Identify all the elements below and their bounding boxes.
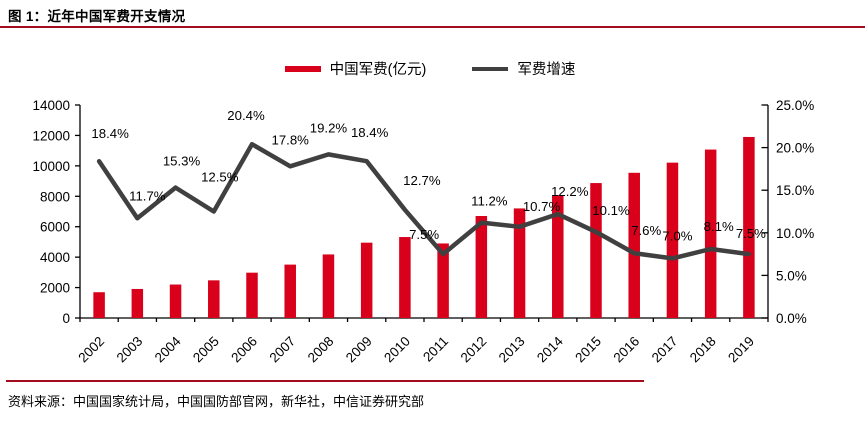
bar-2015: [590, 183, 602, 318]
svg-text:5.0%: 5.0%: [776, 268, 807, 283]
x-label-2010: 2010: [381, 334, 413, 366]
x-label-2018: 2018: [687, 334, 719, 366]
svg-text:4000: 4000: [40, 250, 70, 265]
point-label-2018: 8.1%: [704, 219, 734, 234]
point-label-2015: 10.1%: [592, 203, 630, 218]
x-label-2019: 2019: [725, 334, 757, 366]
x-axis: 2002 2003 2004 2005 2006 2007 2008 2009 2010 2011…: [75, 318, 769, 366]
point-label-2005: 12.5%: [201, 170, 239, 185]
point-label-2010: 12.7%: [403, 173, 441, 188]
chart-legend: 中国军费(亿元) 军费增速: [0, 58, 860, 79]
x-label-2011: 2011: [420, 334, 451, 365]
bar-2002: [93, 292, 105, 318]
growth-line: [96, 141, 752, 261]
point-label-2011: 7.5%: [409, 227, 439, 242]
axes: [79, 105, 769, 319]
bar-2009: [360, 242, 373, 318]
bar-2012: [475, 216, 488, 318]
svg-text:15.0%: 15.0%: [776, 183, 814, 198]
figure-title: 图 1：近年中国军费开支情况: [8, 9, 186, 24]
svg-text:8000: 8000: [40, 189, 70, 204]
point-label-2006: 20.4%: [227, 108, 265, 123]
bar-2017: [666, 162, 679, 318]
x-label-2009: 2009: [343, 334, 375, 366]
point-label-2017: 7.0%: [662, 228, 692, 243]
svg-text:12000: 12000: [32, 128, 70, 143]
x-label-2008: 2008: [305, 334, 337, 366]
svg-text:0.0%: 0.0%: [776, 311, 807, 326]
svg-text:20.0%: 20.0%: [776, 141, 814, 156]
bar-2018: [704, 149, 717, 318]
bar-2019: [743, 136, 755, 318]
bar-2008: [322, 254, 335, 318]
bar-2007: [284, 264, 296, 318]
x-label-2002: 2002: [75, 334, 107, 366]
x-label-2003: 2003: [114, 334, 146, 366]
title-divider: [0, 26, 865, 28]
bar-2016: [628, 172, 640, 318]
point-label-2013: 10.7%: [523, 199, 561, 214]
bar-series-swatch: [284, 65, 321, 72]
bar-2014: [552, 195, 564, 318]
x-label-2015: 2015: [572, 334, 604, 366]
svg-text:6000: 6000: [40, 220, 70, 235]
bar-2011: [437, 243, 449, 318]
svg-text:25.0%: 25.0%: [776, 98, 814, 113]
svg-text:14000: 14000: [32, 98, 70, 113]
svg-text:10.0%: 10.0%: [776, 226, 814, 241]
x-label-2007: 2007: [266, 334, 298, 366]
growth-point-labels: 18.4%11.7%15.3%12.5%20.4%17.8%19.2% 18.4%…: [91, 108, 766, 243]
point-label-2004: 15.3%: [163, 154, 201, 169]
point-label-2002: 18.4%: [91, 126, 129, 141]
source-divider: [6, 380, 644, 382]
x-label-2013: 2013: [496, 334, 528, 366]
right-axis: 0.0% 5.0% 10.0% 15.0% 20.0% 25.0%: [761, 98, 814, 326]
line-series-swatch: [472, 66, 509, 71]
bars-military-spend: [93, 136, 755, 318]
point-label-2008: 19.2%: [310, 120, 348, 135]
bar-2004: [169, 284, 182, 318]
bar-2013: [513, 208, 526, 318]
point-label-2016: 7.6%: [631, 223, 661, 238]
point-label-2012: 11.2%: [471, 194, 508, 209]
bar-2003: [131, 288, 144, 318]
left-axis: 0 2000 4000 6000 8000 10000 12000 14000: [32, 98, 80, 326]
point-label-2014: 12.2%: [551, 184, 589, 199]
point-label-2009: 18.4%: [351, 125, 389, 140]
x-label-2004: 2004: [152, 333, 184, 365]
legend-item-military-spend: 中国军费(亿元): [284, 58, 427, 79]
point-label-2007: 17.8%: [272, 132, 310, 147]
source-note: 资料来源：中国国家统计局，中国国防部官网，新华社，中信证券研究部: [8, 394, 425, 409]
x-label-2005: 2005: [190, 334, 222, 366]
x-label-2014: 2014: [534, 333, 566, 365]
point-label-2003: 11.7%: [129, 188, 166, 203]
x-label-2006: 2006: [228, 334, 260, 366]
x-label-2017: 2017: [649, 334, 681, 366]
bar-2006: [246, 272, 258, 318]
point-label-2019: 7.5%: [736, 226, 766, 241]
svg-text:0: 0: [62, 311, 70, 326]
svg-text:10000: 10000: [32, 159, 70, 174]
x-label-2012: 2012: [458, 334, 490, 366]
bar-2005: [208, 280, 220, 318]
legend-item-growth-rate: 军费增速: [472, 58, 575, 79]
bar-2010: [399, 237, 411, 318]
svg-text:2000: 2000: [40, 281, 70, 296]
x-label-2016: 2016: [610, 334, 642, 366]
legend-label-growth-rate: 军费增速: [517, 62, 576, 78]
legend-label-military-spend: 中国军费(亿元): [329, 62, 427, 78]
